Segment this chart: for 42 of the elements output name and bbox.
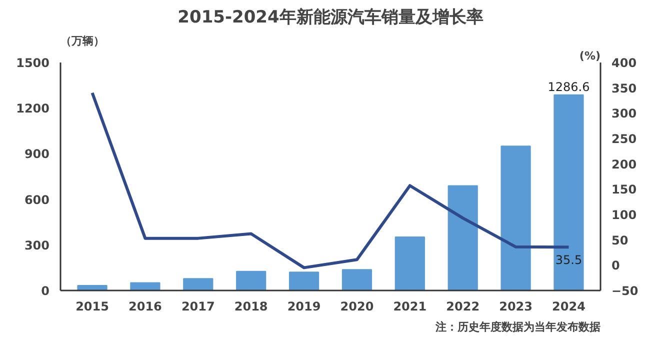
bar <box>183 278 214 290</box>
x-tick-label: 2021 <box>393 300 427 314</box>
x-tick-label: 2016 <box>128 300 162 314</box>
bar <box>500 146 531 290</box>
y2-axis-title: (%) <box>579 50 600 62</box>
y2-tick-label: 200 <box>612 157 637 172</box>
y-tick-label: 1200 <box>16 102 50 116</box>
y2-tick-label: −50 <box>612 284 638 298</box>
y-tick-label: 300 <box>24 238 50 252</box>
x-tick-label: 2015 <box>76 300 109 314</box>
bar <box>554 94 584 290</box>
bar <box>288 272 320 290</box>
x-tick-label: 2017 <box>181 300 215 314</box>
y2-tick-label: 250 <box>612 132 637 146</box>
y2-tick-label: 300 <box>612 106 637 121</box>
x-tick-label: 2024 <box>552 300 586 314</box>
y-tick-label: 1500 <box>16 56 50 70</box>
bar <box>130 282 160 290</box>
bar <box>394 236 425 290</box>
y2-tick-label: 150 <box>612 182 637 197</box>
y2-tick-label: 400 <box>612 56 637 70</box>
data-label: 35.5 <box>555 253 582 268</box>
y-tick-label: 0 <box>41 284 50 298</box>
y2-tick-label: 0 <box>612 258 620 273</box>
y-tick-label: 600 <box>24 192 50 207</box>
y2-tick-label: 50 <box>612 233 628 248</box>
y2-tick-label: 350 <box>612 81 637 96</box>
text: 注：历史年度数据为当年发布数据 <box>434 320 600 334</box>
y-tick-label: 900 <box>24 147 50 162</box>
x-tick-label: 2018 <box>234 300 268 314</box>
x-tick-label: 2019 <box>287 300 321 314</box>
bar <box>342 269 372 290</box>
x-tick-label: 2023 <box>499 300 532 314</box>
chart-title: 2015-2024年新能源汽车销量及增长率 <box>178 8 484 28</box>
bar <box>236 270 266 290</box>
x-tick-label: 2020 <box>340 300 374 314</box>
bar <box>448 185 478 290</box>
x-tick-label: 2022 <box>446 300 480 314</box>
y-axis-title: （万辆） <box>60 34 104 48</box>
y2-tick-label: 100 <box>612 208 637 222</box>
bar <box>77 284 108 290</box>
data-label: 1286.6 <box>548 80 590 94</box>
